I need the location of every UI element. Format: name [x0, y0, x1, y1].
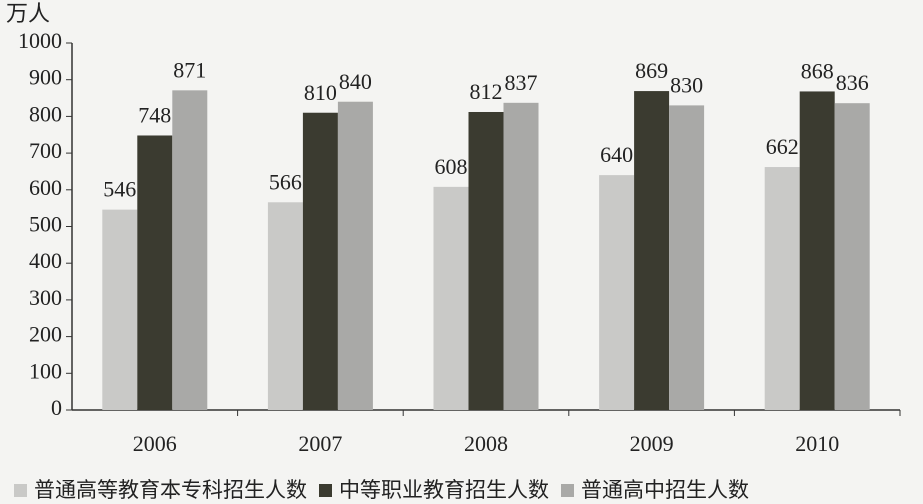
bar: [599, 175, 635, 410]
data-label: 546: [103, 177, 136, 202]
x-tick-label: 2008: [464, 431, 508, 456]
data-label: 836: [836, 70, 869, 95]
legend-swatch: [319, 484, 332, 497]
y-tick-label: 600: [29, 175, 62, 200]
y-tick-label: 300: [29, 285, 62, 310]
data-label: 830: [670, 72, 703, 97]
bar: [102, 209, 138, 410]
bar: [634, 91, 670, 411]
x-tick-label: 2006: [133, 431, 177, 456]
bar: [302, 112, 338, 410]
data-label: 748: [138, 103, 171, 128]
bar: [137, 135, 173, 410]
x-tick-label: 2007: [298, 431, 342, 456]
data-label: 566: [269, 169, 302, 194]
data-label: 662: [766, 134, 799, 159]
legend-swatch: [561, 484, 574, 497]
bar: [267, 202, 303, 410]
y-tick-label: 400: [29, 248, 62, 273]
y-tick-label: 200: [29, 322, 62, 347]
y-tick-label: 500: [29, 212, 62, 237]
bar: [834, 103, 870, 411]
data-label: 812: [470, 79, 503, 104]
bar: [764, 167, 800, 410]
data-label: 840: [339, 69, 372, 94]
y-tick-label: 100: [29, 358, 62, 383]
bar: [669, 105, 705, 410]
data-label: 810: [304, 80, 337, 105]
legend-label: 中等职业教育招生人数: [339, 478, 549, 502]
bar: [433, 186, 469, 410]
y-tick-label: 1000: [18, 28, 62, 53]
bar: [337, 101, 373, 410]
bar: [503, 102, 539, 411]
data-label: 869: [635, 58, 668, 83]
y-tick-label: 0: [51, 395, 62, 420]
bar: [172, 90, 208, 410]
data-label: 640: [600, 142, 633, 167]
x-tick-label: 2009: [630, 431, 674, 456]
y-tick-label: 800: [29, 101, 62, 126]
data-label: 837: [505, 70, 538, 95]
x-tick-label: 2010: [795, 431, 839, 456]
data-label: 608: [435, 154, 468, 179]
data-label: 871: [173, 57, 206, 82]
bar: [468, 111, 504, 410]
bar: [799, 91, 835, 410]
y-tick-label: 700: [29, 138, 62, 163]
legend-label: 普通高等教育本专科招生人数: [34, 478, 307, 502]
data-label: 868: [801, 58, 834, 83]
legend-swatch: [14, 484, 27, 497]
y-axis-label: 万人: [6, 1, 50, 26]
legend-label: 普通高中招生人数: [581, 478, 749, 502]
y-tick-label: 900: [29, 65, 62, 90]
